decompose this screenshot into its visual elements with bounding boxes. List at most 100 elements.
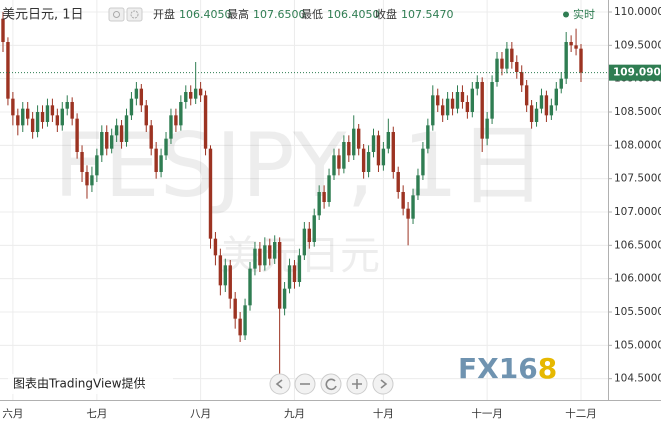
y-tick-label: 104.5000 xyxy=(614,373,661,385)
candle-body xyxy=(149,125,153,149)
logo: FX168 xyxy=(458,352,557,385)
candle-body xyxy=(184,92,188,102)
candle-body xyxy=(26,108,30,119)
y-tick-label: 106.0000 xyxy=(614,273,661,285)
candle-body xyxy=(198,88,203,96)
y-tick-label: 110.0000 xyxy=(614,6,661,18)
candle-body xyxy=(337,155,341,169)
candle-body xyxy=(90,175,94,186)
candle-body xyxy=(16,115,20,126)
scroll-right-button[interactable] xyxy=(372,373,394,395)
candle-body xyxy=(524,85,529,106)
candle-body xyxy=(55,115,60,126)
candle-body xyxy=(154,148,158,172)
candle-body xyxy=(268,245,272,259)
candle-body xyxy=(406,208,410,219)
candle-body xyxy=(75,118,79,152)
candle-body xyxy=(480,82,484,139)
candle-body xyxy=(223,265,228,286)
candle-body xyxy=(332,155,336,176)
candle-body xyxy=(164,138,168,156)
candle-body xyxy=(500,58,504,69)
candle-body xyxy=(352,128,356,156)
reset-button[interactable] xyxy=(320,373,342,395)
settings-icon-glyph xyxy=(130,10,139,19)
candle-body xyxy=(263,245,267,266)
candle-body xyxy=(559,78,563,89)
candle-body xyxy=(174,115,178,126)
candle-body xyxy=(386,132,391,149)
y-tick-label: 109.5000 xyxy=(614,39,661,51)
low-label: 最低 xyxy=(301,8,323,21)
candle-body xyxy=(356,128,361,149)
candle-body xyxy=(361,148,366,172)
candle-body xyxy=(569,42,573,46)
candle-body xyxy=(189,92,193,99)
candle-body xyxy=(179,102,183,126)
price-tag-label: 109.0900 xyxy=(613,67,661,79)
candle-body xyxy=(342,142,346,169)
candle-body xyxy=(50,105,55,116)
credit-box xyxy=(8,374,173,394)
candle-body xyxy=(401,192,405,209)
candle-body xyxy=(440,105,445,116)
realtime-dot xyxy=(563,11,569,18)
y-tick-label: 107.0000 xyxy=(614,206,661,218)
candle-body xyxy=(60,108,64,126)
nav-glyphs xyxy=(275,378,388,391)
candle-body xyxy=(416,175,420,196)
candle-body xyxy=(144,105,148,126)
candle-body xyxy=(396,172,400,192)
candle-body xyxy=(95,155,99,176)
candle-body xyxy=(129,98,134,116)
candle-body xyxy=(11,98,15,116)
candle-body xyxy=(426,125,430,149)
candle-body xyxy=(475,82,479,89)
settings-icon[interactable] xyxy=(126,7,143,22)
scroll-left-button[interactable] xyxy=(269,373,291,395)
candle-body xyxy=(1,18,5,42)
eye-icon[interactable] xyxy=(108,7,125,22)
reset-glyph xyxy=(325,378,337,391)
candle-body xyxy=(455,92,460,109)
logo-main: FX16 xyxy=(458,352,538,385)
candle-body xyxy=(213,238,218,256)
low-value: 106.4050 xyxy=(327,8,380,21)
candle-body xyxy=(297,255,302,282)
plus-glyph xyxy=(352,379,362,389)
candle-body xyxy=(208,148,213,239)
candle-body xyxy=(574,45,578,49)
candle-body xyxy=(307,228,311,242)
candle-body xyxy=(312,215,316,242)
candle-body xyxy=(248,268,252,306)
candle-body xyxy=(549,105,554,116)
candle-body xyxy=(465,102,470,112)
candle-body xyxy=(218,255,223,286)
candle-body xyxy=(450,98,455,109)
x-tick-label: 六月 xyxy=(2,408,23,420)
candle-body xyxy=(515,62,519,72)
credit[interactable]: 图表由TradingView提供 xyxy=(13,376,146,391)
y-tick-label: 105.5000 xyxy=(614,306,661,318)
header: 美元日元, 1日 开盘 106.4050 最高 107.6500 最低 106.… xyxy=(2,7,595,23)
price-tag xyxy=(609,64,661,81)
candle-body xyxy=(277,242,282,309)
y-tick-label: 107.5000 xyxy=(614,173,661,185)
candle-body xyxy=(114,125,119,136)
y-tick-label: 108.0000 xyxy=(614,139,661,151)
candle-body xyxy=(287,265,292,289)
candle-body xyxy=(470,88,475,112)
open-label: 开盘 xyxy=(153,7,175,21)
realtime-label[interactable]: 实时 xyxy=(573,7,595,21)
candle-body xyxy=(6,42,10,99)
candle-body xyxy=(45,105,50,122)
x-tick-label: 七月 xyxy=(86,408,107,420)
high-label: 最高 xyxy=(227,7,249,21)
candle-body xyxy=(258,248,262,266)
candle-body xyxy=(510,48,514,62)
x-tick-label: 十二月 xyxy=(565,407,597,420)
